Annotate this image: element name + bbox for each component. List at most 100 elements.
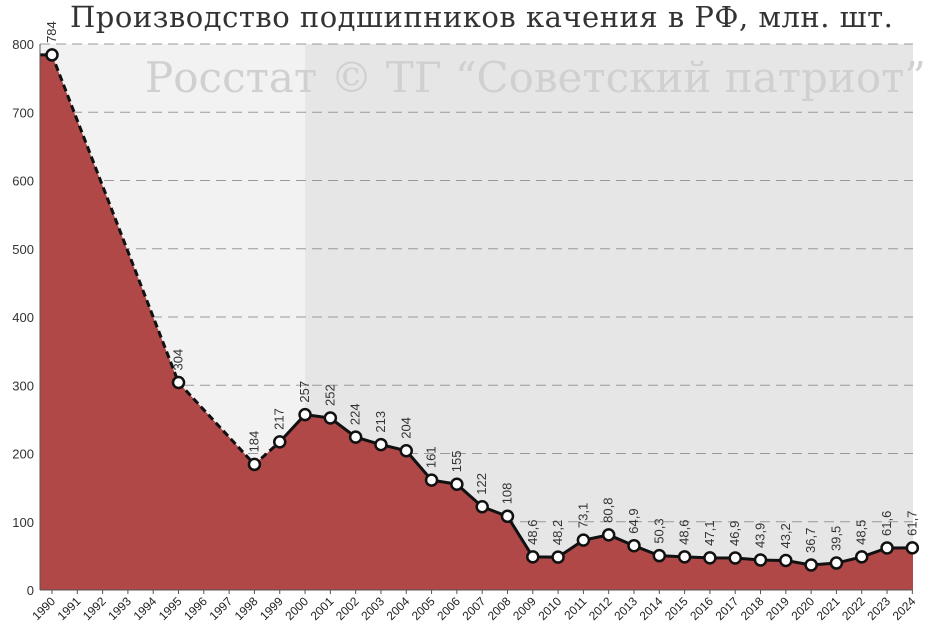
data-label: 252 <box>322 384 337 406</box>
data-label: 47,1 <box>702 521 717 546</box>
data-label: 122 <box>474 473 489 495</box>
data-label: 48,2 <box>550 520 565 545</box>
data-point-marker <box>298 407 312 422</box>
data-point-marker <box>829 556 844 570</box>
data-point-marker <box>753 553 768 567</box>
data-point-marker <box>551 550 565 564</box>
x-tick-label: 1996 <box>181 594 210 623</box>
data-point-marker <box>399 444 414 458</box>
x-tick-label: 2010 <box>535 594 564 623</box>
x-tick-label: 2002 <box>333 594 362 623</box>
data-label: 184 <box>246 431 261 453</box>
x-tick-label: 2021 <box>814 594 843 623</box>
data-point-marker <box>500 509 515 524</box>
x-tick-label: 2004 <box>384 594 413 623</box>
data-label: 46,9 <box>727 521 742 546</box>
data-label: 39,5 <box>828 526 843 551</box>
x-tick-label: 2019 <box>763 594 792 623</box>
x-tick-label: 2017 <box>713 594 742 623</box>
y-tick-label: 200 <box>12 447 34 462</box>
data-label: 43,9 <box>753 523 768 548</box>
data-label: 36,7 <box>803 528 818 553</box>
x-tick-label: 2023 <box>864 594 893 623</box>
x-tick-label: 2020 <box>788 594 817 623</box>
area-layer <box>40 54 913 591</box>
data-point-marker <box>374 437 388 452</box>
data-point-marker <box>247 457 262 472</box>
x-tick-label: 2013 <box>611 594 640 623</box>
data-label: 204 <box>398 417 413 439</box>
data-label: 217 <box>272 408 287 430</box>
data-label: 43,2 <box>778 523 793 548</box>
x-tick-label: 2011 <box>561 594 589 622</box>
data-point-marker <box>905 541 920 555</box>
x-tick-label: 1990 <box>29 594 58 623</box>
y-tick-label: 300 <box>12 378 34 393</box>
x-tick-label: 1994 <box>131 594 160 623</box>
y-tick-label: 700 <box>12 105 34 120</box>
data-point-marker <box>601 528 616 542</box>
data-label: 64,9 <box>626 508 641 533</box>
x-axis: 1990199119921993199419951996199719981999… <box>29 590 919 623</box>
area-fill <box>40 54 913 591</box>
x-tick-label: 2000 <box>282 594 311 623</box>
x-tick-label: 2006 <box>434 594 463 623</box>
data-point-marker <box>272 435 287 449</box>
data-point-marker <box>323 411 338 425</box>
data-label: 48,6 <box>677 520 692 545</box>
data-point-marker <box>779 553 793 568</box>
watermark: Росстат © ТГ “Советский патриот” <box>145 53 926 102</box>
x-tick-label: 1993 <box>105 594 134 623</box>
data-label: 213 <box>373 411 388 433</box>
y-tick-label: 500 <box>12 242 34 257</box>
x-tick-label: 2012 <box>586 594 615 623</box>
data-point-marker <box>45 48 59 62</box>
x-tick-label: 1999 <box>257 594 286 623</box>
x-tick-label: 2005 <box>409 594 438 623</box>
chart-title: Производство подшипников качения в РФ, м… <box>70 0 894 34</box>
x-tick-label: 2014 <box>637 594 666 623</box>
data-label: 784 <box>44 21 59 43</box>
data-labels: 784 304 184 217 257 252 224 213 204 161 155 122 108 4… <box>44 21 919 553</box>
data-point-marker <box>576 533 591 547</box>
data-point-marker <box>627 538 641 553</box>
x-tick-label: 1997 <box>206 594 235 623</box>
data-point-marker <box>728 551 742 565</box>
data-label: 61,6 <box>879 511 894 536</box>
data-label: 304 <box>171 349 186 371</box>
y-tick-label: 600 <box>12 174 34 189</box>
x-tick-label: 2018 <box>738 594 767 623</box>
x-tick-label: 1992 <box>80 594 109 623</box>
x-tick-label: 2015 <box>662 594 691 623</box>
data-label: 80,8 <box>601 498 616 523</box>
x-tick-label: 2008 <box>485 594 514 623</box>
x-tick-label: 2001 <box>308 594 337 623</box>
x-tick-label: 2009 <box>510 594 539 623</box>
data-label: 155 <box>449 451 464 473</box>
data-point-marker <box>804 558 818 572</box>
x-tick-label: 1998 <box>232 594 261 623</box>
data-point-marker <box>348 430 363 444</box>
y-tick-label: 100 <box>12 515 34 530</box>
data-point-marker <box>652 548 667 563</box>
data-point-marker <box>171 375 186 390</box>
data-label: 224 <box>348 403 363 425</box>
y-axis: 0 100 200 300 400 500 600 700 800 <box>12 37 913 598</box>
y-tick-label: 800 <box>12 37 34 52</box>
data-point-marker <box>854 550 869 564</box>
data-label: 108 <box>499 483 514 505</box>
data-point-marker <box>450 477 464 491</box>
y-tick-label: 400 <box>12 310 34 325</box>
data-label: 73,1 <box>575 503 590 528</box>
x-tick-label: 2007 <box>460 594 489 623</box>
x-tick-label: 2016 <box>687 594 716 623</box>
data-label: 48,6 <box>525 520 540 545</box>
marker-layer <box>45 48 920 572</box>
data-point-marker <box>703 551 717 565</box>
data-point-marker <box>880 541 894 555</box>
data-label: 61,7 <box>904 511 919 536</box>
y-tick-label: 0 <box>27 583 34 598</box>
x-tick-label: 2022 <box>839 594 868 623</box>
data-point-marker <box>677 550 692 564</box>
